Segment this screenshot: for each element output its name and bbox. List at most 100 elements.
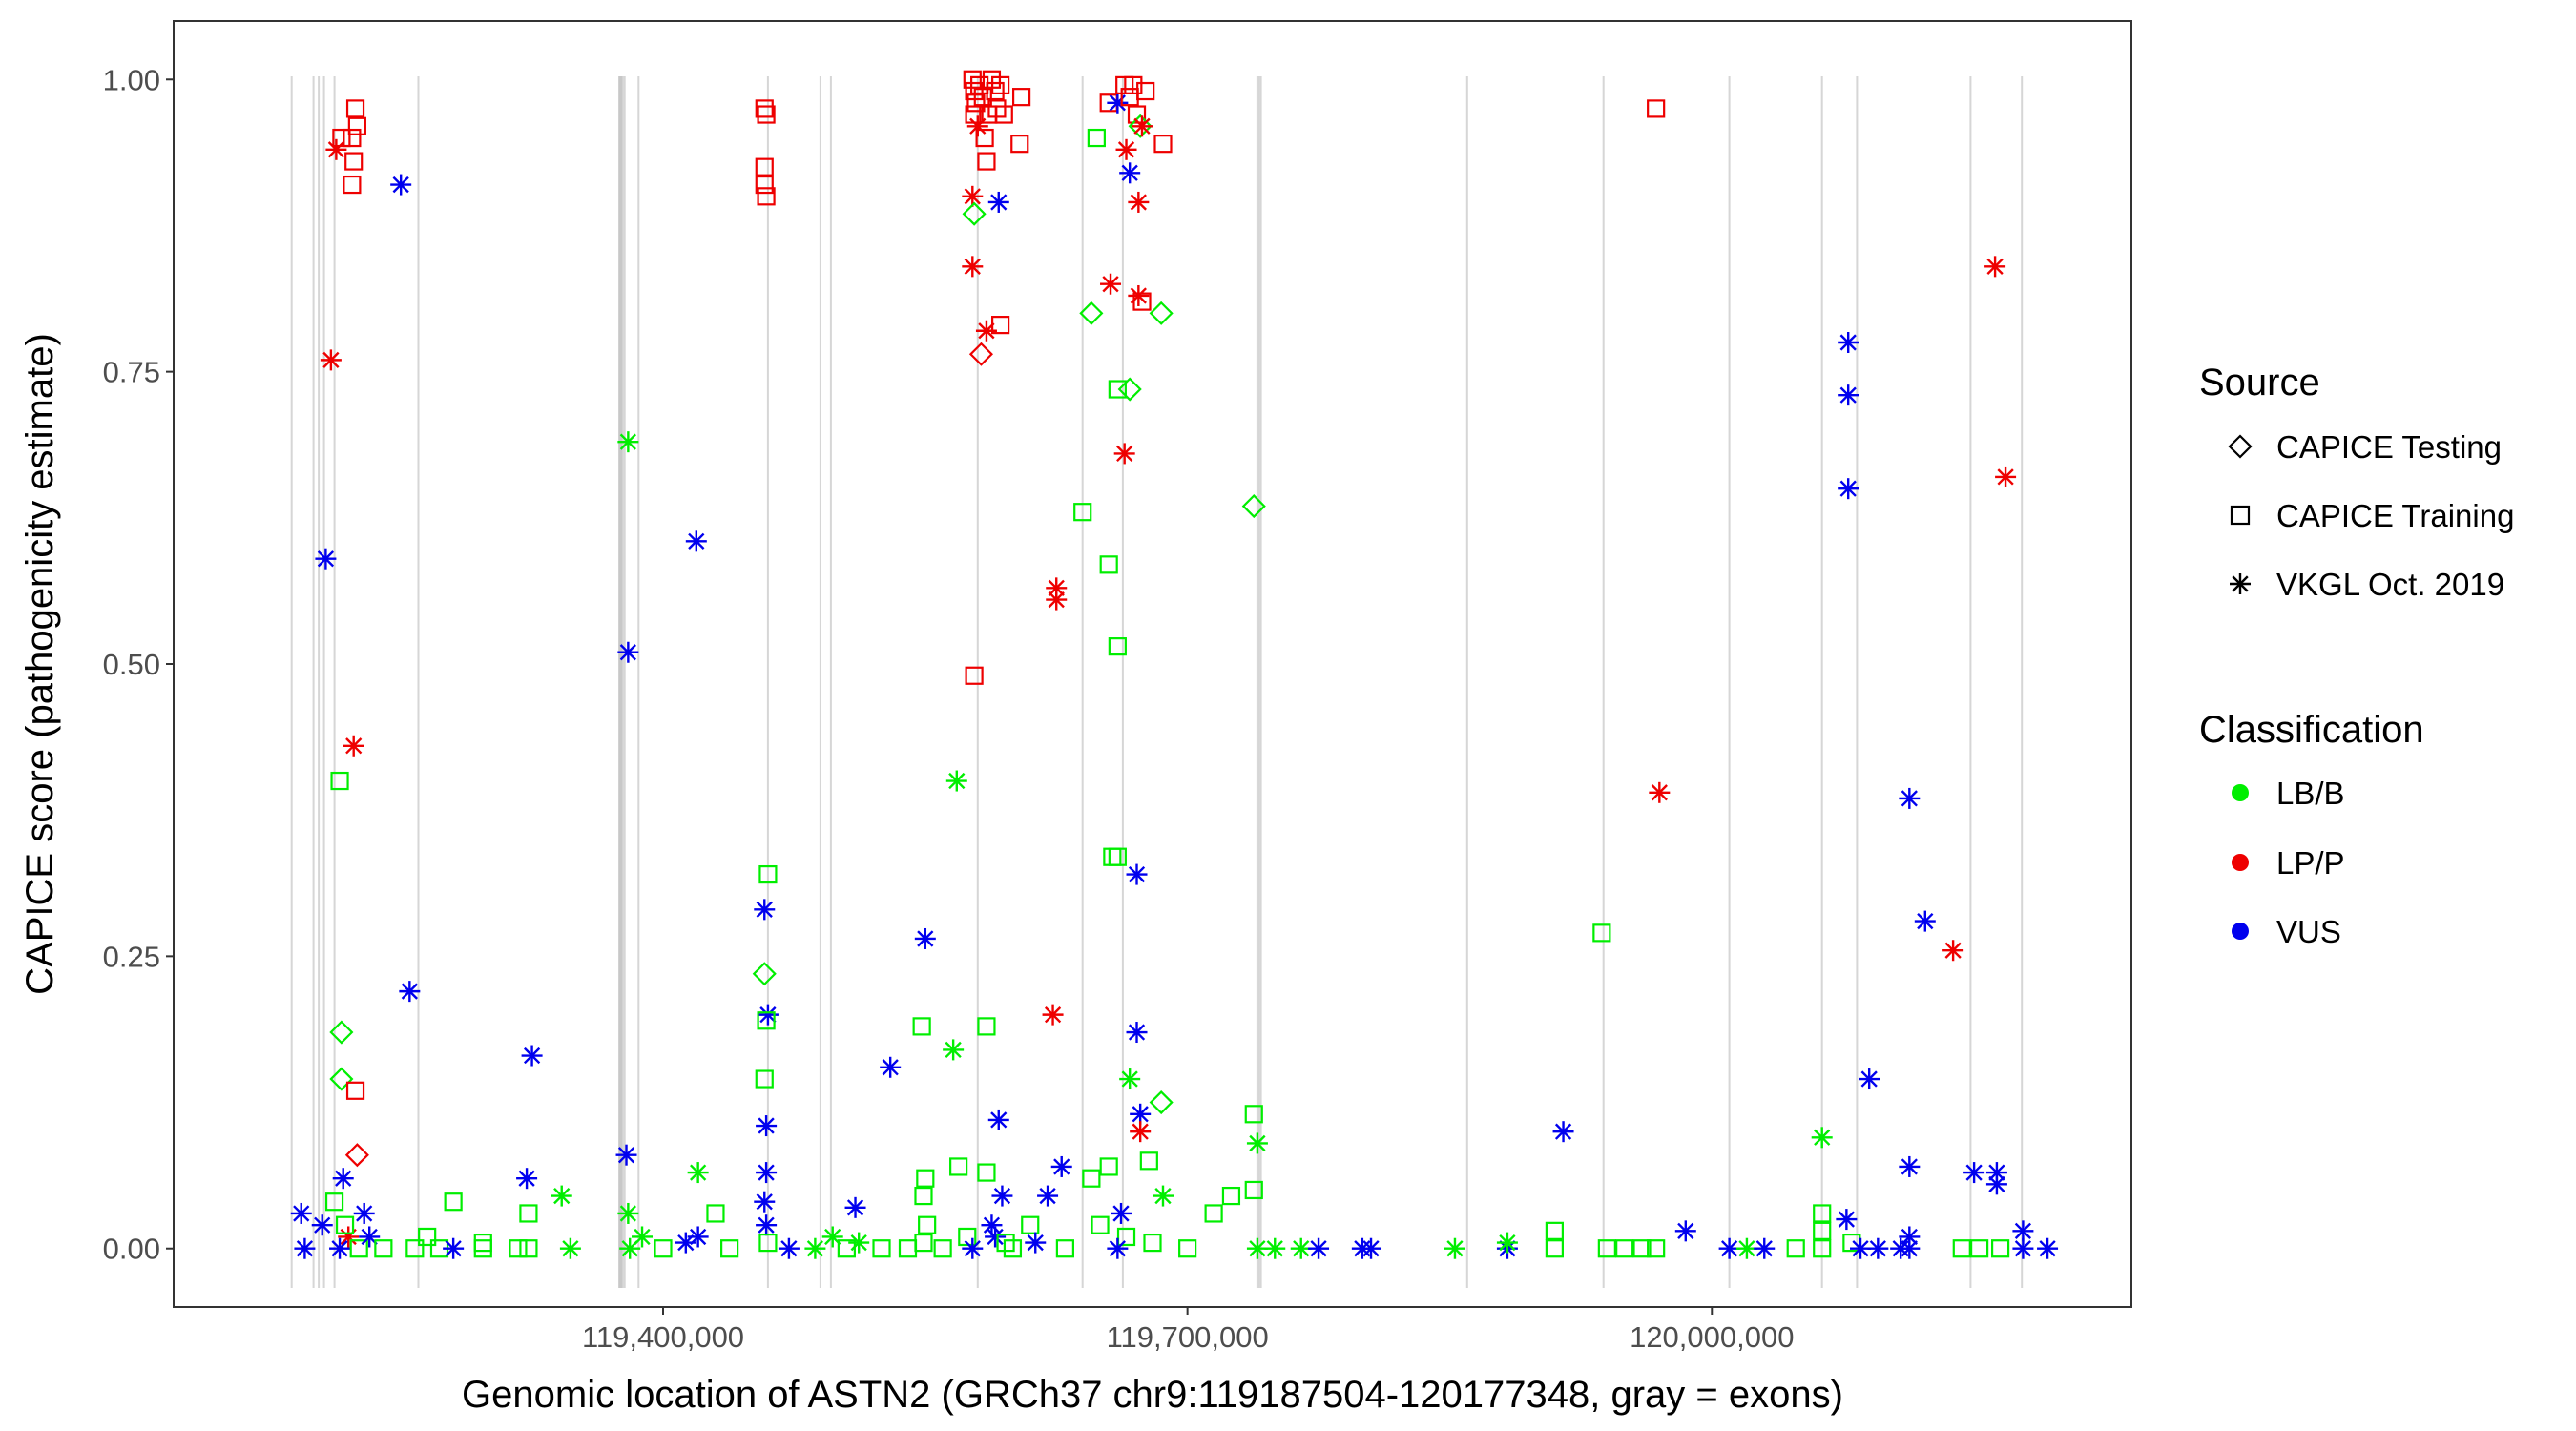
- asterisk-stroke: [322, 351, 340, 369]
- data-point-vkgl: [2037, 1237, 2059, 1259]
- data-point-training: [720, 1239, 739, 1258]
- data-point-training: [994, 105, 1013, 124]
- asterisk-stroke: [690, 1228, 707, 1246]
- data-point-vkgl: [521, 1045, 543, 1067]
- data-point-training: [1221, 1186, 1241, 1206]
- data-point-vkgl: [1859, 1068, 1880, 1090]
- asterisk-stroke: [1901, 1228, 1918, 1246]
- asterisk-stroke: [1266, 1240, 1283, 1257]
- legend-square-symbol: [2230, 505, 2251, 526]
- data-point-training: [1545, 1239, 1564, 1258]
- data-point-vkgl: [1113, 443, 1135, 465]
- data-point-vkgl: [754, 1191, 776, 1213]
- data-point-vkgl: [1042, 1004, 1064, 1026]
- data-point-training: [1597, 1239, 1616, 1258]
- data-point-vkgl: [617, 1202, 639, 1224]
- asterisk-stroke: [1814, 1129, 1831, 1146]
- data-point-vkgl: [294, 1237, 316, 1259]
- data-point-vkgl: [359, 1226, 381, 1248]
- data-point-vkgl: [985, 1226, 1007, 1248]
- data-point-vkgl: [311, 1214, 333, 1236]
- data-point-training: [1244, 1105, 1263, 1124]
- asterisk-stroke: [1121, 164, 1138, 181]
- y-tick-label: 0.50: [103, 648, 160, 681]
- asterisk-stroke: [1362, 1240, 1380, 1257]
- asterisk-stroke: [2039, 1240, 2056, 1257]
- asterisk-stroke: [964, 188, 981, 205]
- x-tick-label: 119,400,000: [582, 1320, 744, 1354]
- data-point-training: [1647, 1239, 1666, 1258]
- data-point-training: [1632, 1239, 1652, 1258]
- asterisk-stroke: [293, 1205, 310, 1222]
- asterisk-stroke: [296, 1240, 314, 1257]
- data-point-training: [963, 70, 982, 89]
- asterisk-stroke: [990, 1111, 1008, 1129]
- data-point-training: [345, 99, 365, 118]
- data-point-vkgl: [1361, 1237, 1382, 1259]
- data-point-vkgl: [804, 1237, 826, 1259]
- data-point-vkgl: [844, 1196, 866, 1218]
- asterisk-stroke: [523, 1047, 541, 1065]
- asterisk-stroke: [401, 983, 418, 1000]
- asterisk-stroke: [1901, 1240, 1918, 1257]
- data-point-vkgl: [1126, 1022, 1148, 1044]
- asterisk-stroke: [1677, 1222, 1694, 1239]
- data-point-training: [332, 128, 351, 148]
- data-point-training: [755, 99, 774, 118]
- data-point-training: [987, 99, 1007, 118]
- data-point-vkgl: [1290, 1237, 1312, 1259]
- exon-lines: [290, 76, 2024, 1288]
- asterisk-stroke: [990, 194, 1008, 211]
- asterisk-stroke: [445, 1240, 462, 1257]
- data-point-training: [1127, 105, 1147, 124]
- data-point-testing: [968, 342, 994, 366]
- data-point-training: [1615, 1239, 1634, 1258]
- legend-label-capice-testing: CAPICE Testing: [2276, 429, 2502, 465]
- legend-source-title: Source: [2199, 362, 2320, 404]
- data-point-vkgl: [617, 641, 639, 663]
- data-point-testing: [1117, 377, 1142, 402]
- asterisk-stroke: [688, 532, 705, 550]
- data-point-vkgl: [1046, 577, 1068, 599]
- data-point-training: [1099, 1157, 1118, 1176]
- asterisk-stroke: [1128, 865, 1146, 883]
- data-point-vkgl: [821, 1226, 843, 1248]
- asterisk-stroke: [1310, 1240, 1327, 1257]
- asterisk-stroke: [1755, 1240, 1773, 1257]
- data-point-training: [405, 1239, 425, 1258]
- data-point-vkgl: [390, 174, 412, 196]
- data-point-vkgl: [1119, 1068, 1141, 1090]
- data-point-training: [757, 1011, 776, 1030]
- asterisk-stroke: [327, 141, 345, 158]
- data-point-training: [1021, 1215, 1040, 1234]
- data-point-vkgl: [443, 1237, 465, 1259]
- panel-background: [174, 21, 2131, 1307]
- data-point-training: [755, 157, 774, 176]
- data-point-vkgl: [1308, 1237, 1330, 1259]
- data-point-vkgl: [1128, 191, 1150, 213]
- data-point-vkgl: [914, 927, 936, 949]
- data-point-training: [872, 1239, 891, 1258]
- asterisk-stroke: [948, 772, 966, 790]
- data-point-training: [996, 1233, 1015, 1253]
- data-point-vkgl: [1942, 940, 1964, 962]
- data-point-testing: [344, 1143, 369, 1168]
- data-point-training: [473, 1233, 492, 1253]
- data-point-training: [986, 81, 1005, 101]
- data-point-vkgl: [687, 1226, 709, 1248]
- asterisk-stroke: [780, 1240, 798, 1257]
- data-point-vkgl: [1867, 1237, 1889, 1259]
- asterisk-stroke: [617, 1147, 635, 1164]
- data-point-vkgl: [987, 191, 1009, 213]
- asterisk-stroke: [1027, 1234, 1044, 1252]
- asterisk-stroke: [518, 1170, 535, 1187]
- data-point-vkgl: [1264, 1237, 1286, 1259]
- asterisk-stroke: [1917, 912, 1934, 930]
- data-point-vkgl: [325, 138, 347, 160]
- data-point-vkgl: [615, 1144, 637, 1166]
- data-point-vkgl: [1152, 1185, 1174, 1207]
- asterisk-stroke: [1039, 1187, 1056, 1205]
- asterisk-stroke: [806, 1240, 824, 1257]
- asterisk-stroke: [1554, 1123, 1572, 1140]
- data-point-vkgl: [962, 256, 984, 278]
